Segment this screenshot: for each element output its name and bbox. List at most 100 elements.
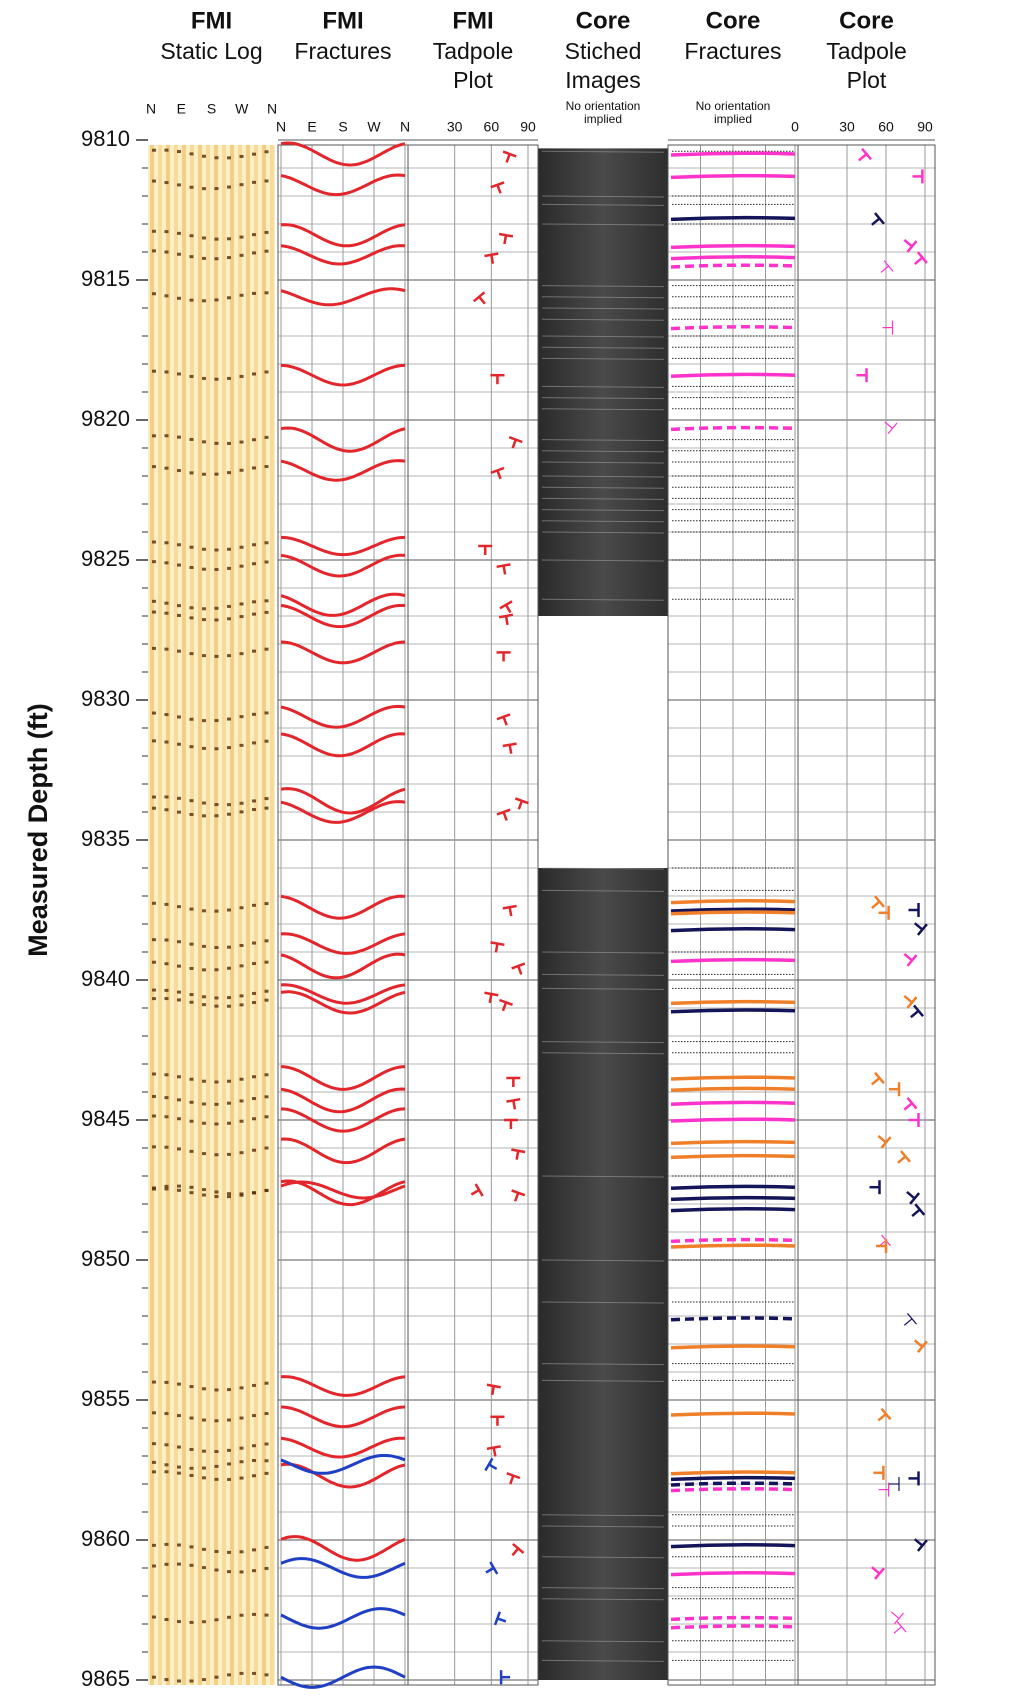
static-log-dark-spot	[214, 1568, 219, 1572]
track-subtitle: Static Log	[160, 38, 262, 64]
fmi-tadpole	[490, 373, 505, 385]
static-log-dark-spot	[227, 1418, 231, 1422]
static-log-dark-spot	[239, 374, 244, 378]
static-log-dark-spot	[214, 996, 219, 1000]
core-fracture	[670, 907, 796, 913]
core-fracture	[670, 1543, 796, 1549]
tadpole-tail	[871, 900, 881, 909]
core-image-streak	[541, 987, 665, 990]
static-log-dark-spot	[264, 960, 269, 964]
track-title: FMI	[322, 7, 363, 34]
static-log-dark-spot	[239, 743, 244, 747]
static-log-dark-spot	[214, 909, 219, 913]
static-log-dark-spot	[239, 943, 244, 947]
static-log-dark-spot	[152, 1615, 156, 1619]
static-log-dark-spot	[202, 1003, 206, 1007]
static-log-dark-spot	[214, 377, 219, 381]
static-log-dark-spot	[177, 1562, 181, 1566]
static-log-dark-spot	[227, 1550, 231, 1554]
core-image-streak	[541, 335, 665, 338]
static-log-dark-spot	[189, 606, 194, 610]
static-log-dark-spot	[164, 647, 169, 651]
fmi-tadpole	[502, 150, 517, 163]
tadpole-tail	[903, 1102, 913, 1111]
static-log-dark-spot	[177, 372, 181, 376]
fmi-fracture-trace	[280, 173, 406, 197]
y-tick-label: 9820	[81, 406, 130, 431]
track-note: No orientation	[696, 99, 771, 113]
y-tick-label: 9850	[81, 1246, 130, 1271]
static-log-dark-spot	[152, 229, 156, 233]
static-log-dark-spot	[239, 1119, 244, 1123]
static-log-dark-spot	[177, 1184, 181, 1188]
static-log-dark-spot	[252, 808, 256, 812]
static-log-dark-spot	[177, 543, 181, 547]
tadpole-tail	[903, 239, 913, 248]
static-log-dark-spot	[252, 562, 256, 566]
fmi-fracture-trace	[280, 1665, 406, 1689]
static-log-dark-spot	[227, 812, 231, 816]
static-log-dark-spot	[152, 795, 156, 799]
static-log-dark-spot	[252, 233, 256, 237]
static-log-dark-spot	[189, 255, 194, 259]
static-log-dark-spot	[152, 1543, 156, 1547]
track-subtitle: Images	[565, 67, 640, 93]
core-fracture	[670, 1411, 796, 1417]
y-tick-label: 9830	[81, 686, 130, 711]
fmi-fracture-trace	[280, 535, 406, 557]
fmi-fracture-trace	[280, 1375, 406, 1397]
x-tick-label: N	[146, 101, 156, 117]
static-log-dark-spot	[164, 1542, 169, 1546]
static-log-dark-spot	[202, 1547, 206, 1551]
static-log-dark-spot	[189, 1185, 194, 1189]
fmi-fracture-trace	[280, 990, 406, 1015]
static-log-dark-spot	[202, 909, 206, 913]
static-log-dark-spot	[189, 1416, 194, 1420]
static-log-dark-spot	[177, 990, 181, 994]
core-fracture	[670, 1117, 796, 1123]
static-log-dark-spot	[189, 437, 194, 441]
tadpole-tail	[893, 1626, 902, 1634]
x-tick-label: N	[400, 119, 410, 135]
tadpole-head	[914, 1203, 926, 1216]
static-log-stripe	[206, 145, 210, 1685]
static-log-dark-spot	[227, 1192, 231, 1196]
core-fracture	[670, 1184, 796, 1190]
static-log-dark-spot	[202, 1449, 206, 1453]
static-log-dark-spot	[227, 1121, 231, 1125]
static-log-dark-spot	[177, 998, 181, 1002]
static-log-dark-spot	[152, 1470, 156, 1474]
static-log-dark-spot	[177, 1382, 181, 1386]
static-log-dark-spot	[202, 654, 206, 658]
fmi-tadpole	[485, 1561, 499, 1575]
core-fracture	[670, 243, 796, 250]
static-log-dark-spot	[177, 1147, 181, 1151]
static-log-dark-spot	[252, 251, 256, 255]
static-log-dark-spot	[264, 989, 269, 993]
core-image-streak	[541, 150, 665, 153]
core-image-streak	[541, 450, 665, 453]
static-log-dark-spot	[264, 647, 269, 651]
x-tick-label: S	[338, 119, 347, 135]
static-log-dark-spot	[227, 803, 231, 807]
fmi-fracture-trace	[280, 894, 406, 920]
static-log-dark-spot	[239, 1386, 244, 1390]
static-log-dark-spot	[177, 1543, 181, 1547]
static-log-dark-spot	[177, 1445, 181, 1449]
static-log-dark-spot	[202, 1620, 206, 1624]
static-log-dark-spot	[227, 547, 231, 551]
fmi-tadpole	[486, 1445, 501, 1457]
core-fracture	[670, 999, 796, 1006]
fmi-tadpole	[514, 797, 529, 810]
static-log-dark-spot	[227, 237, 231, 241]
y-tick-label: 9840	[81, 966, 130, 991]
static-log-dark-spot	[164, 1145, 169, 1149]
tadpole-tail	[880, 265, 889, 273]
core-tadpole	[877, 1135, 892, 1149]
core-image-streak	[541, 520, 665, 523]
fmi-fracture-trace	[280, 553, 406, 578]
static-log-dark-spot	[164, 740, 169, 744]
static-log-dark-spot	[214, 156, 219, 160]
core-image-streak	[541, 296, 665, 299]
fmi-tadpole	[484, 252, 499, 264]
